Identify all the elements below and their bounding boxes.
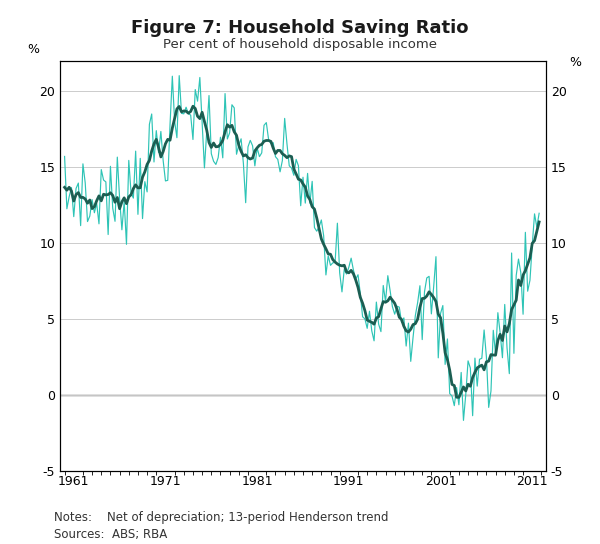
Text: Figure 7: Household Saving Ratio: Figure 7: Household Saving Ratio	[131, 19, 469, 37]
Y-axis label: %: %	[569, 56, 581, 69]
Text: Per cent of household disposable income: Per cent of household disposable income	[163, 38, 437, 51]
Text: Notes:    Net of depreciation; 13-period Henderson trend: Notes: Net of depreciation; 13-period He…	[54, 511, 389, 524]
Text: Sources:  ABS; RBA: Sources: ABS; RBA	[54, 528, 167, 541]
Y-axis label: %: %	[27, 43, 39, 56]
